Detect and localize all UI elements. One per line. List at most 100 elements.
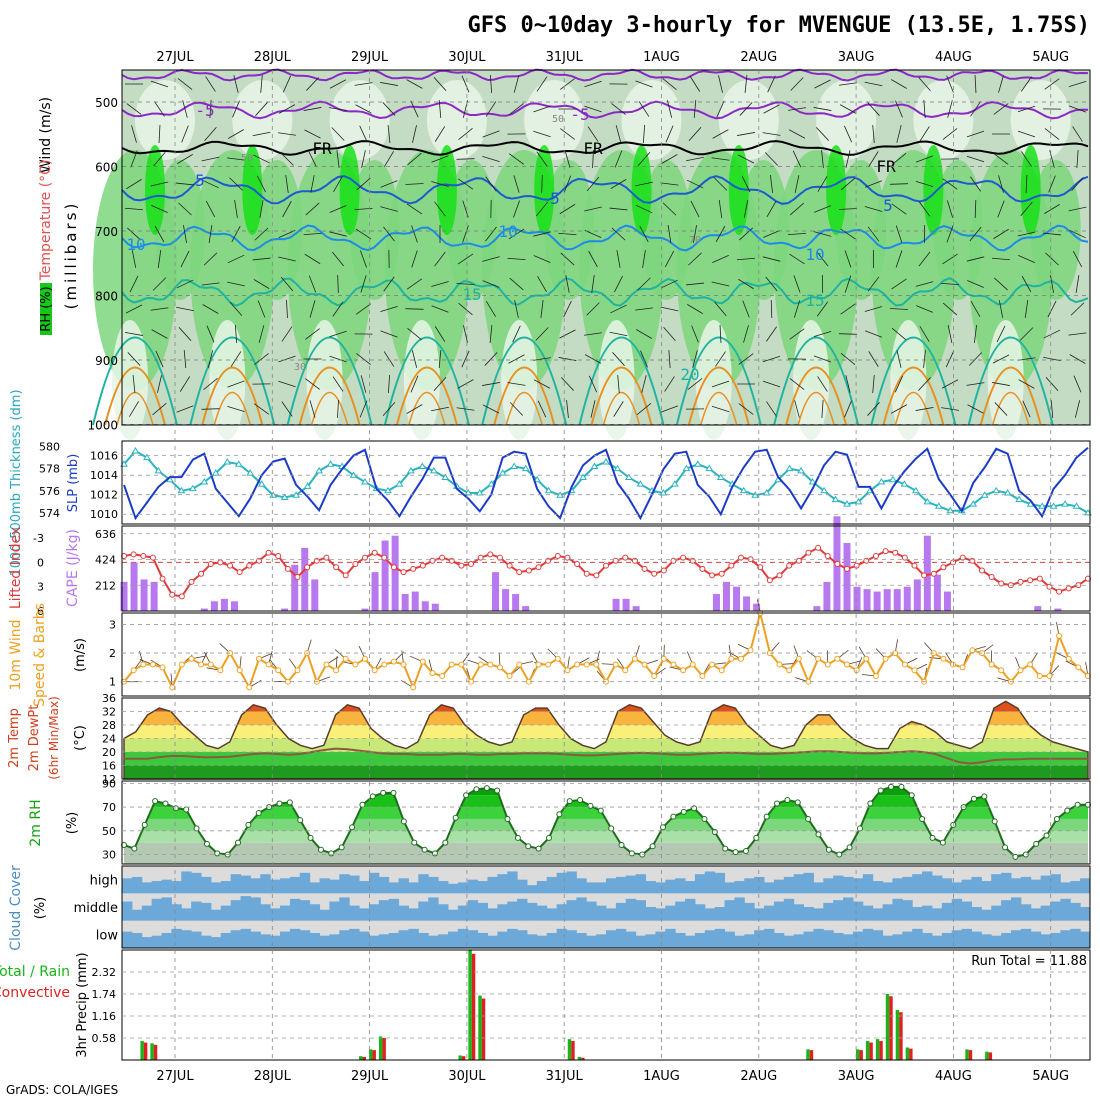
contour-25-day-1 <box>201 366 264 426</box>
wind-barb <box>660 306 679 312</box>
rh-line-point <box>701 815 708 822</box>
cloud-cell-middle <box>398 905 409 921</box>
cloud-cell-middle <box>685 898 696 921</box>
cloud-cell-low <box>1030 931 1042 948</box>
rh-shade-44 <box>923 145 944 235</box>
wind-barb <box>716 100 725 118</box>
lifted-index-line-point <box>448 557 455 564</box>
wind-barb <box>968 352 983 366</box>
wind-barb <box>919 326 930 342</box>
wind-barb <box>153 151 166 167</box>
wind-barb <box>431 305 449 313</box>
cloud-cell-low <box>122 931 133 948</box>
contour-label: -5 <box>195 101 214 120</box>
wind-speed-line-point <box>786 667 793 674</box>
wind-barb <box>406 79 423 89</box>
wind-barb <box>157 375 162 393</box>
lifted-index-line-point <box>593 572 600 579</box>
cloud-cell-low <box>675 932 686 948</box>
wind-barb <box>462 225 469 243</box>
cloud-cell-middle <box>1001 900 1012 921</box>
cloud-cell-high <box>230 874 242 894</box>
contour-label: 5 <box>883 196 893 215</box>
wind-barb <box>662 78 677 90</box>
wind-barb <box>665 125 674 143</box>
contour-20-day-9 <box>967 336 1054 426</box>
cloud-cell-middle <box>319 909 330 921</box>
cloud-cell-high <box>1030 879 1042 894</box>
wind-barb <box>457 178 474 190</box>
wind-barb <box>813 355 832 363</box>
wind-barb <box>150 307 169 311</box>
wind-speed-line-point <box>737 655 744 662</box>
cloud-cell-middle <box>566 900 577 921</box>
cape-bar <box>502 589 510 611</box>
wind-barb <box>794 400 800 418</box>
wind-barb <box>614 275 623 293</box>
wind-barb <box>176 306 194 312</box>
wind-barb <box>998 75 1004 93</box>
cloud-cell-middle <box>991 905 1002 921</box>
wind-barb <box>584 105 602 113</box>
date-label-top: 2AUG <box>740 50 777 65</box>
lifted-index-line-point <box>410 565 417 572</box>
wind-barb <box>839 104 857 114</box>
lifted-index-line-point <box>670 557 677 564</box>
cloud-cell-low <box>368 935 380 948</box>
wind-barb <box>278 380 296 388</box>
lifted-index-line-point <box>294 574 301 580</box>
thickness-line-point <box>257 480 266 487</box>
wind-barb <box>967 404 984 414</box>
contour-25-day-2 <box>298 366 361 426</box>
wind-barb <box>891 278 907 290</box>
wind-barb <box>329 79 347 89</box>
cloud-cell-low <box>615 928 627 948</box>
cloud-cell-low <box>131 932 143 948</box>
wind-barb <box>991 257 1011 261</box>
thickness-line-point <box>131 446 140 454</box>
wind-barb <box>126 178 142 190</box>
wind-speed-line-point <box>660 655 667 662</box>
lifted-index-line-point <box>564 554 571 561</box>
wind-barb <box>536 201 548 217</box>
cape-axis-label: CAPE (J/kg) <box>65 529 81 607</box>
rh-line-point <box>514 834 521 841</box>
wind-barb <box>150 80 169 88</box>
cloud-cell-low <box>596 934 607 948</box>
wind-barb <box>998 175 1004 193</box>
precip-conv-bar <box>899 1012 903 1060</box>
lifted-index-line-point <box>333 564 340 571</box>
rh-line-point <box>286 799 293 806</box>
wind-barb <box>387 374 391 394</box>
thickness-line-point <box>154 466 163 474</box>
wind-barb <box>767 75 776 93</box>
cloud-cell-high <box>201 876 212 894</box>
wind-speed-line-point <box>815 655 822 662</box>
thickness-line-point <box>854 497 863 505</box>
wind-barb <box>642 250 646 268</box>
cloud-cell-low <box>349 928 360 948</box>
thickness-line-point <box>200 477 209 485</box>
wind-barb <box>380 305 398 313</box>
lifted-index-line-point <box>988 574 995 580</box>
thickness-line-point <box>659 489 668 496</box>
wind-barb <box>456 283 475 285</box>
cloud-cell-low <box>902 931 913 948</box>
rh-line-point <box>525 843 532 850</box>
wind-barb <box>896 350 902 368</box>
wind-barb <box>793 275 801 293</box>
lifted-index-line-point <box>583 570 590 577</box>
wind-barb <box>712 129 729 139</box>
cloud-cell-middle <box>596 905 607 921</box>
slp-axis-label: SLP (mb) <box>66 454 81 513</box>
wind-barb <box>431 181 449 187</box>
wind-barb <box>843 125 853 143</box>
cloud-cell-high <box>181 871 192 894</box>
cape-bar <box>210 601 218 611</box>
wind-barb <box>942 178 958 190</box>
thickness-line-point <box>831 495 840 503</box>
wind-speed-line-point <box>390 658 397 665</box>
cloud-cell-low <box>1080 931 1091 948</box>
wind-speed-line-point <box>255 655 262 662</box>
rh-line-point <box>856 825 863 832</box>
